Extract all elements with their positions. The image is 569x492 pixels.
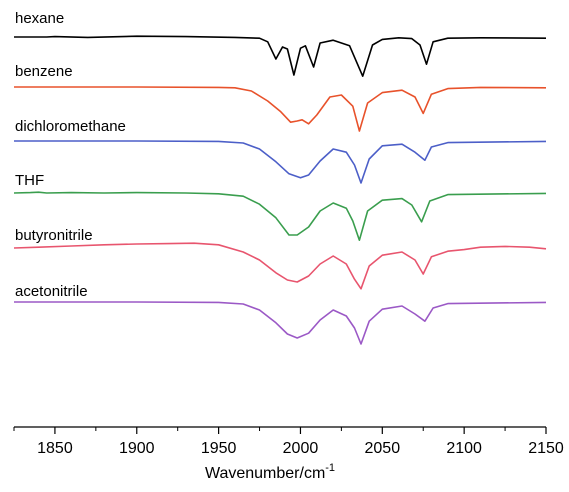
x-tick-label: 2000 [283, 440, 319, 457]
series-line-dichloromethane [14, 140, 547, 184]
series-line-acetonitrile [14, 301, 547, 345]
series-label-dichloromethane: dichloromethane [15, 118, 126, 135]
x-tick-label: 1900 [119, 440, 155, 457]
series-line-hexane [14, 35, 547, 77]
series-label-butyronitrile: butyronitrile [15, 227, 93, 244]
series-label-benzene: benzene [15, 63, 73, 80]
series-label-hexane: hexane [15, 10, 64, 27]
series-label-layer: hexane benzene dichloromethane THF butyronit… [15, 10, 126, 300]
x-tick-label: 2050 [365, 440, 401, 457]
x-tick-label: 2150 [528, 440, 564, 457]
x-axis-title-text: Wavenumber/cm [205, 465, 325, 482]
series-line-benzene [14, 86, 547, 132]
series-line-thf [13, 191, 547, 241]
series-layer [13, 35, 547, 345]
x-axis-title-superscript: -1 [325, 462, 335, 474]
series-label-acetonitrile: acetonitrile [15, 283, 88, 300]
x-tick-label: 1850 [37, 440, 73, 457]
series-line-butyronitrile [13, 242, 547, 290]
x-axis: 1850 1900 1950 2000 2050 2100 2150 [13, 426, 564, 457]
x-axis-title: Wavenumber/cm-1 [205, 462, 335, 482]
x-tick-label: 2100 [446, 440, 482, 457]
series-label-thf: THF [15, 172, 44, 189]
x-tick-label: 1950 [201, 440, 237, 457]
